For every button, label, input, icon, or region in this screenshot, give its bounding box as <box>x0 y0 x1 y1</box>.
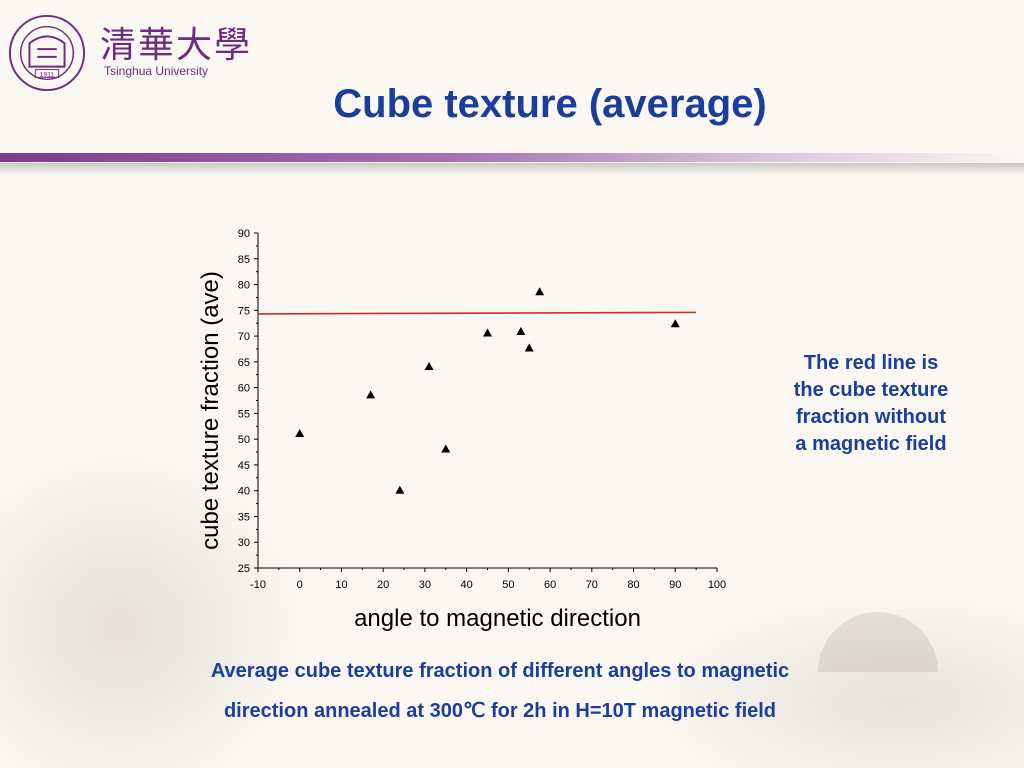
y-tick-label: 25 <box>238 563 250 575</box>
y-tick-label: 55 <box>238 408 250 420</box>
x-tick-label: 60 <box>544 579 556 591</box>
x-tick-label: 100 <box>708 579 726 591</box>
x-tick-label: 0 <box>297 579 303 591</box>
y-tick-label: 85 <box>238 254 250 266</box>
data-point-triangle <box>483 328 492 337</box>
header-divider-bar <box>0 153 1024 162</box>
data-point-triangle <box>424 362 434 370</box>
background-sketch-left <box>0 455 300 768</box>
axes <box>257 233 717 569</box>
y-tick-label: 50 <box>238 434 250 446</box>
y-tick-label: 90 <box>238 228 250 240</box>
data-points <box>295 287 680 494</box>
caption-line-1: Average cube texture fraction of differe… <box>210 660 790 682</box>
caption-line-2: direction annealed at 300℃ for 2h in H=1… <box>223 700 777 722</box>
y-tick-label: 65 <box>238 357 250 369</box>
y-tick-label: 30 <box>238 537 250 549</box>
x-tick-label: 20 <box>377 579 389 591</box>
note-line: a magnetic field <box>795 433 947 455</box>
y-tick-label: 35 <box>238 511 250 523</box>
data-point-triangle <box>524 343 534 352</box>
data-point-triangle <box>366 390 376 399</box>
reference-line <box>257 311 697 315</box>
note-line: fraction without <box>796 406 946 428</box>
note-line: The red line is <box>803 352 939 374</box>
data-point-triangle <box>670 319 680 328</box>
y-tick-label: 75 <box>238 305 250 317</box>
reference-line-group <box>257 311 697 315</box>
note-line: the cube texture <box>793 379 949 401</box>
university-seal-logo: 1911 <box>8 14 86 92</box>
background-sketch-right <box>664 600 1024 768</box>
scatter-chart: 25 30 35 40 45 50 55 60 65 70 75 80 85 90 -10 0 10 20 30 40… <box>197 228 726 632</box>
x-tick-label: 10 <box>335 579 347 591</box>
y-tick-label: 60 <box>238 383 250 395</box>
x-tick-label: 50 <box>502 579 514 591</box>
x-tick-label: 40 <box>461 579 473 591</box>
seal-year: 1911 <box>40 71 55 78</box>
page-title: Cube texture (average) <box>333 82 767 126</box>
x-tick-label: 70 <box>586 579 598 591</box>
university-name-chinese: 清華大學 <box>100 25 253 66</box>
x-axis-label: angle to magnetic direction <box>354 605 641 632</box>
ticks: 25 30 35 40 45 50 55 60 65 70 75 80 85 90 -10 0 10 20 30 40… <box>238 228 726 591</box>
data-point-triangle <box>516 326 526 335</box>
data-point-triangle <box>441 444 451 453</box>
x-tick-label: 90 <box>669 579 681 591</box>
data-point-triangle <box>535 287 545 296</box>
x-tick-label: 30 <box>419 579 431 591</box>
data-point-triangle <box>395 485 405 494</box>
university-name-english: Tsinghua University <box>104 64 209 78</box>
y-tick-label: 45 <box>238 460 250 472</box>
y-tick-label: 80 <box>238 280 250 292</box>
x-tick-label: -10 <box>250 579 266 591</box>
y-axis-label: cube texture fraction (ave) <box>197 271 224 550</box>
data-point-triangle <box>295 429 305 437</box>
y-tick-label: 70 <box>238 331 250 343</box>
y-tick-label: 40 <box>238 486 250 498</box>
x-tick-label: 80 <box>627 579 639 591</box>
header-divider-shadow <box>0 163 1024 175</box>
reference-line-note: The red line is the cube texture fractio… <box>758 350 984 458</box>
